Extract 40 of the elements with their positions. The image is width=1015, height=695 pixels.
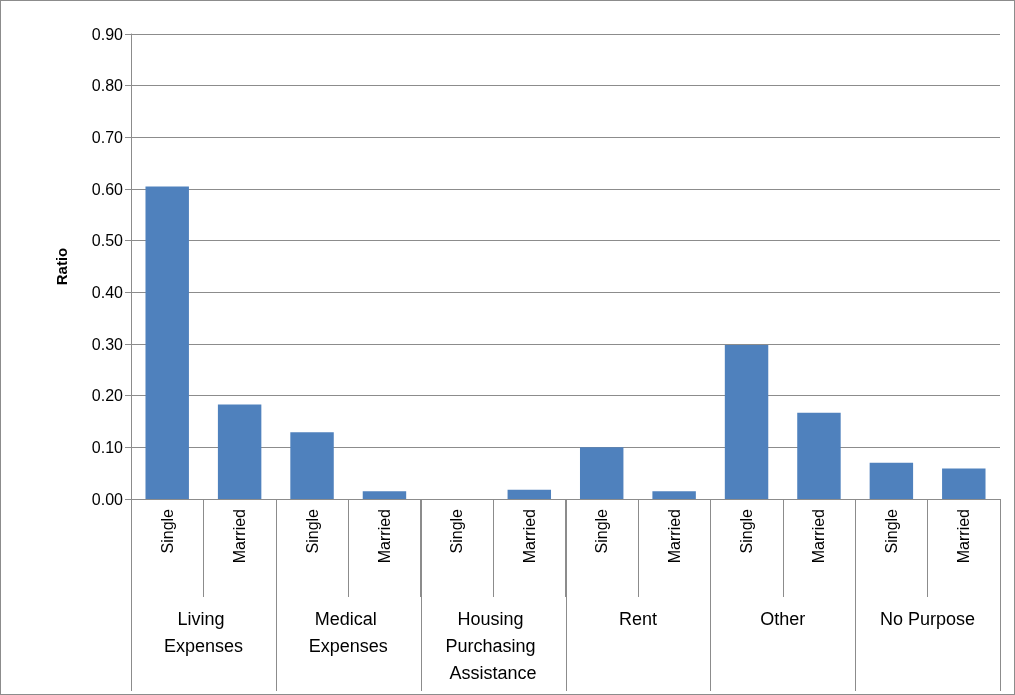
text: No Purpose <box>880 608 976 629</box>
x-tick-label: Single <box>882 508 900 554</box>
y-tick-label: 0.10 <box>91 438 124 456</box>
y-tick-label: 0.20 <box>91 387 124 405</box>
bar <box>145 186 189 499</box>
y-tick-label: 0.80 <box>91 77 124 95</box>
text: Other <box>760 608 806 629</box>
y-tick-label: 0.30 <box>91 335 124 353</box>
x-tick-label: Single <box>448 508 466 554</box>
x-tick-label: Married <box>375 509 393 564</box>
bar <box>797 412 841 499</box>
bar <box>362 491 407 499</box>
y-tick-label: 0.60 <box>91 180 124 198</box>
y-tick-label: 0.70 <box>91 128 124 146</box>
x-tick-label: Single <box>738 508 756 554</box>
bar <box>869 462 914 499</box>
text: Rent <box>618 608 657 629</box>
y-tick-label: 0.00 <box>91 490 124 508</box>
bar <box>579 447 624 499</box>
x-tick-label: Married <box>810 509 828 564</box>
bar <box>652 491 696 499</box>
x-tick-label: Married <box>231 509 249 564</box>
x-tick-label: Single <box>593 508 611 554</box>
x-tick-label: Married <box>955 509 973 564</box>
text: Medical Expenses <box>308 608 388 656</box>
y-axis-title: Ratio <box>53 247 70 286</box>
text: Housing Purchasing Assistance <box>445 608 541 683</box>
x-tick-label: Single <box>158 508 176 554</box>
bar <box>724 345 769 499</box>
x-tick-label: Married <box>520 509 538 564</box>
bar <box>290 432 334 499</box>
bar <box>942 468 986 499</box>
x-tick-label: Single <box>303 508 321 554</box>
bar <box>507 489 552 499</box>
x-tick-label: Married <box>665 509 683 564</box>
y-tick-label: 0.50 <box>91 232 124 250</box>
y-tick-label: 0.40 <box>91 283 124 301</box>
bar <box>217 404 262 499</box>
text: Living Expenses <box>163 608 243 656</box>
y-tick-label: 0.90 <box>91 25 124 43</box>
